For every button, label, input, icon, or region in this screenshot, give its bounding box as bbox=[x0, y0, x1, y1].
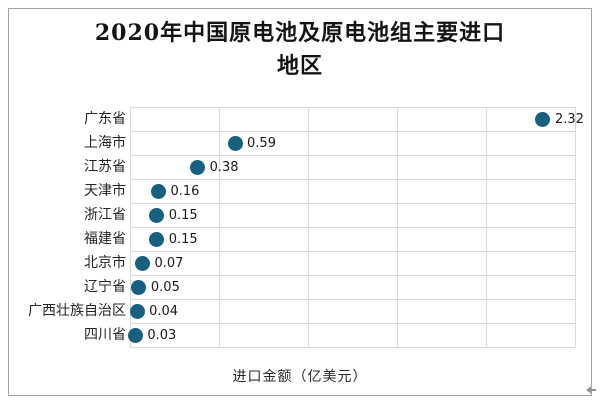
y-axis-label: 四川省 bbox=[84, 327, 126, 343]
y-axis-label: 江苏省 bbox=[84, 159, 126, 175]
chart-frame bbox=[8, 8, 592, 396]
data-point-dot bbox=[131, 279, 147, 295]
gridline-horizontal bbox=[130, 275, 575, 276]
resize-cursor-icon bbox=[585, 380, 597, 394]
y-axis-label: 广西壮族自治区 bbox=[28, 303, 126, 319]
data-value-label: 0.15 bbox=[168, 207, 198, 223]
data-value-label: 0.07 bbox=[154, 255, 184, 271]
data-point-dot bbox=[149, 231, 165, 247]
gridline-horizontal bbox=[130, 155, 575, 156]
y-axis-label: 辽宁省 bbox=[84, 279, 126, 295]
gridline-horizontal bbox=[130, 179, 575, 180]
x-axis-label: 进口金额（亿美元） bbox=[232, 369, 368, 385]
data-value-label: 0.59 bbox=[247, 135, 276, 151]
chart-title-line-1: 2020年中国原电池及原电池组主要进口 bbox=[94, 20, 506, 46]
gridline-horizontal bbox=[130, 347, 575, 348]
y-axis-label: 北京市 bbox=[84, 255, 126, 271]
gridline-horizontal bbox=[130, 203, 575, 204]
data-point-dot bbox=[129, 303, 145, 319]
y-axis-label: 上海市 bbox=[84, 135, 126, 151]
data-point-dot bbox=[150, 183, 166, 199]
gridline-horizontal bbox=[130, 299, 575, 300]
gridline-vertical bbox=[575, 107, 576, 347]
data-value-label: 0.38 bbox=[209, 159, 239, 175]
data-point-dot bbox=[227, 135, 243, 151]
chart-title: 2020年中国原电池及原电池组主要进口 地区 bbox=[0, 17, 600, 83]
y-axis-label: 广东省 bbox=[84, 111, 126, 127]
plot-area: 2.32 0.59 0.38 0.16 0.15 0.15 0.07 0.05 0.04 0.03 bbox=[127, 107, 584, 348]
data-value-label: 0.04 bbox=[149, 303, 179, 319]
y-axis-label: 福建省 bbox=[84, 231, 126, 247]
gridline-horizontal bbox=[130, 251, 575, 252]
data-point-dot bbox=[134, 255, 150, 271]
y-axis-labels: 广东省上海市江苏省天津市浙江省福建省北京市辽宁省广西壮族自治区四川省 bbox=[10, 107, 126, 347]
y-axis-label: 天津市 bbox=[84, 183, 126, 199]
data-value-label: 0.05 bbox=[150, 279, 180, 295]
data-point-dot bbox=[149, 207, 165, 223]
y-axis-label: 浙江省 bbox=[84, 207, 126, 223]
gridline-horizontal bbox=[130, 227, 575, 228]
data-point-dot bbox=[190, 159, 206, 175]
data-value-label: 0.16 bbox=[170, 183, 200, 199]
data-value-label: 2.32 bbox=[554, 111, 584, 127]
gridline-horizontal bbox=[130, 107, 575, 108]
data-point-dot bbox=[127, 327, 143, 343]
data-value-label: 0.15 bbox=[168, 231, 198, 247]
gridline-horizontal bbox=[130, 131, 575, 132]
chart-title-line-2: 地区 bbox=[276, 53, 323, 79]
data-point-dot bbox=[535, 111, 551, 127]
data-value-label: 0.03 bbox=[147, 327, 177, 343]
gridline-horizontal bbox=[130, 323, 575, 324]
